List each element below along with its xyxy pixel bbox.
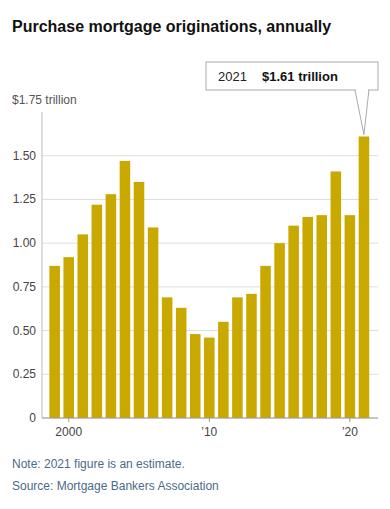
bar [92,205,103,418]
x-tick-label: 2000 [55,425,82,439]
x-axis-line [42,418,378,419]
y-tick-label: 0 [29,411,36,425]
y-tick-label: 1.50 [13,149,37,163]
bar [106,194,117,418]
bar [218,322,229,418]
annotation-pointer [355,90,369,134]
x-tick-label: ’10 [201,425,217,439]
grid-line [42,199,378,200]
bar [359,136,370,418]
y-tick-label: 0.25 [13,367,37,381]
grid-line [42,418,378,419]
x-tick [209,418,210,422]
annotation-box [206,62,378,90]
bar [246,294,257,418]
y-tick-label: 0.50 [13,324,37,338]
bar [49,266,60,418]
bar [204,338,215,418]
bar [302,217,313,418]
bar [260,266,271,418]
chart: Purchase mortgage originations, annually… [0,0,390,509]
annotation-text: 2021 [218,69,247,84]
annotation-joint [356,89,368,92]
x-tick [68,418,69,422]
annotation: 2021 $1.61 trillion [206,62,378,134]
x-tick [349,418,350,422]
y-tick-label: 0.75 [13,280,37,294]
y-tick-label: 1.25 [13,192,37,206]
bar [316,215,327,418]
bar [345,215,356,418]
note: Note: 2021 figure is an estimate. [12,457,185,471]
bar [176,308,187,418]
y-axis-label: $1.75 trillion [12,93,77,107]
bar [77,234,88,418]
title: Purchase mortgage originations, annually [12,18,331,35]
bar [120,161,131,418]
bar [274,243,285,418]
y-tick-label: 1.00 [13,236,37,250]
bar [190,334,201,418]
grid-line [42,155,378,156]
bar [162,297,173,418]
bar [148,227,159,418]
annotation-value: $1.61 trillion [262,69,338,84]
bar [288,226,299,418]
x-tick-label: ’20 [342,425,358,439]
source: Source: Mortgage Bankers Association [12,479,219,493]
y-axis-line [42,112,43,418]
grid [42,156,378,418]
bar [232,297,243,418]
bars [49,136,369,418]
bar [63,257,74,418]
bar [331,171,342,418]
bar [134,182,145,418]
